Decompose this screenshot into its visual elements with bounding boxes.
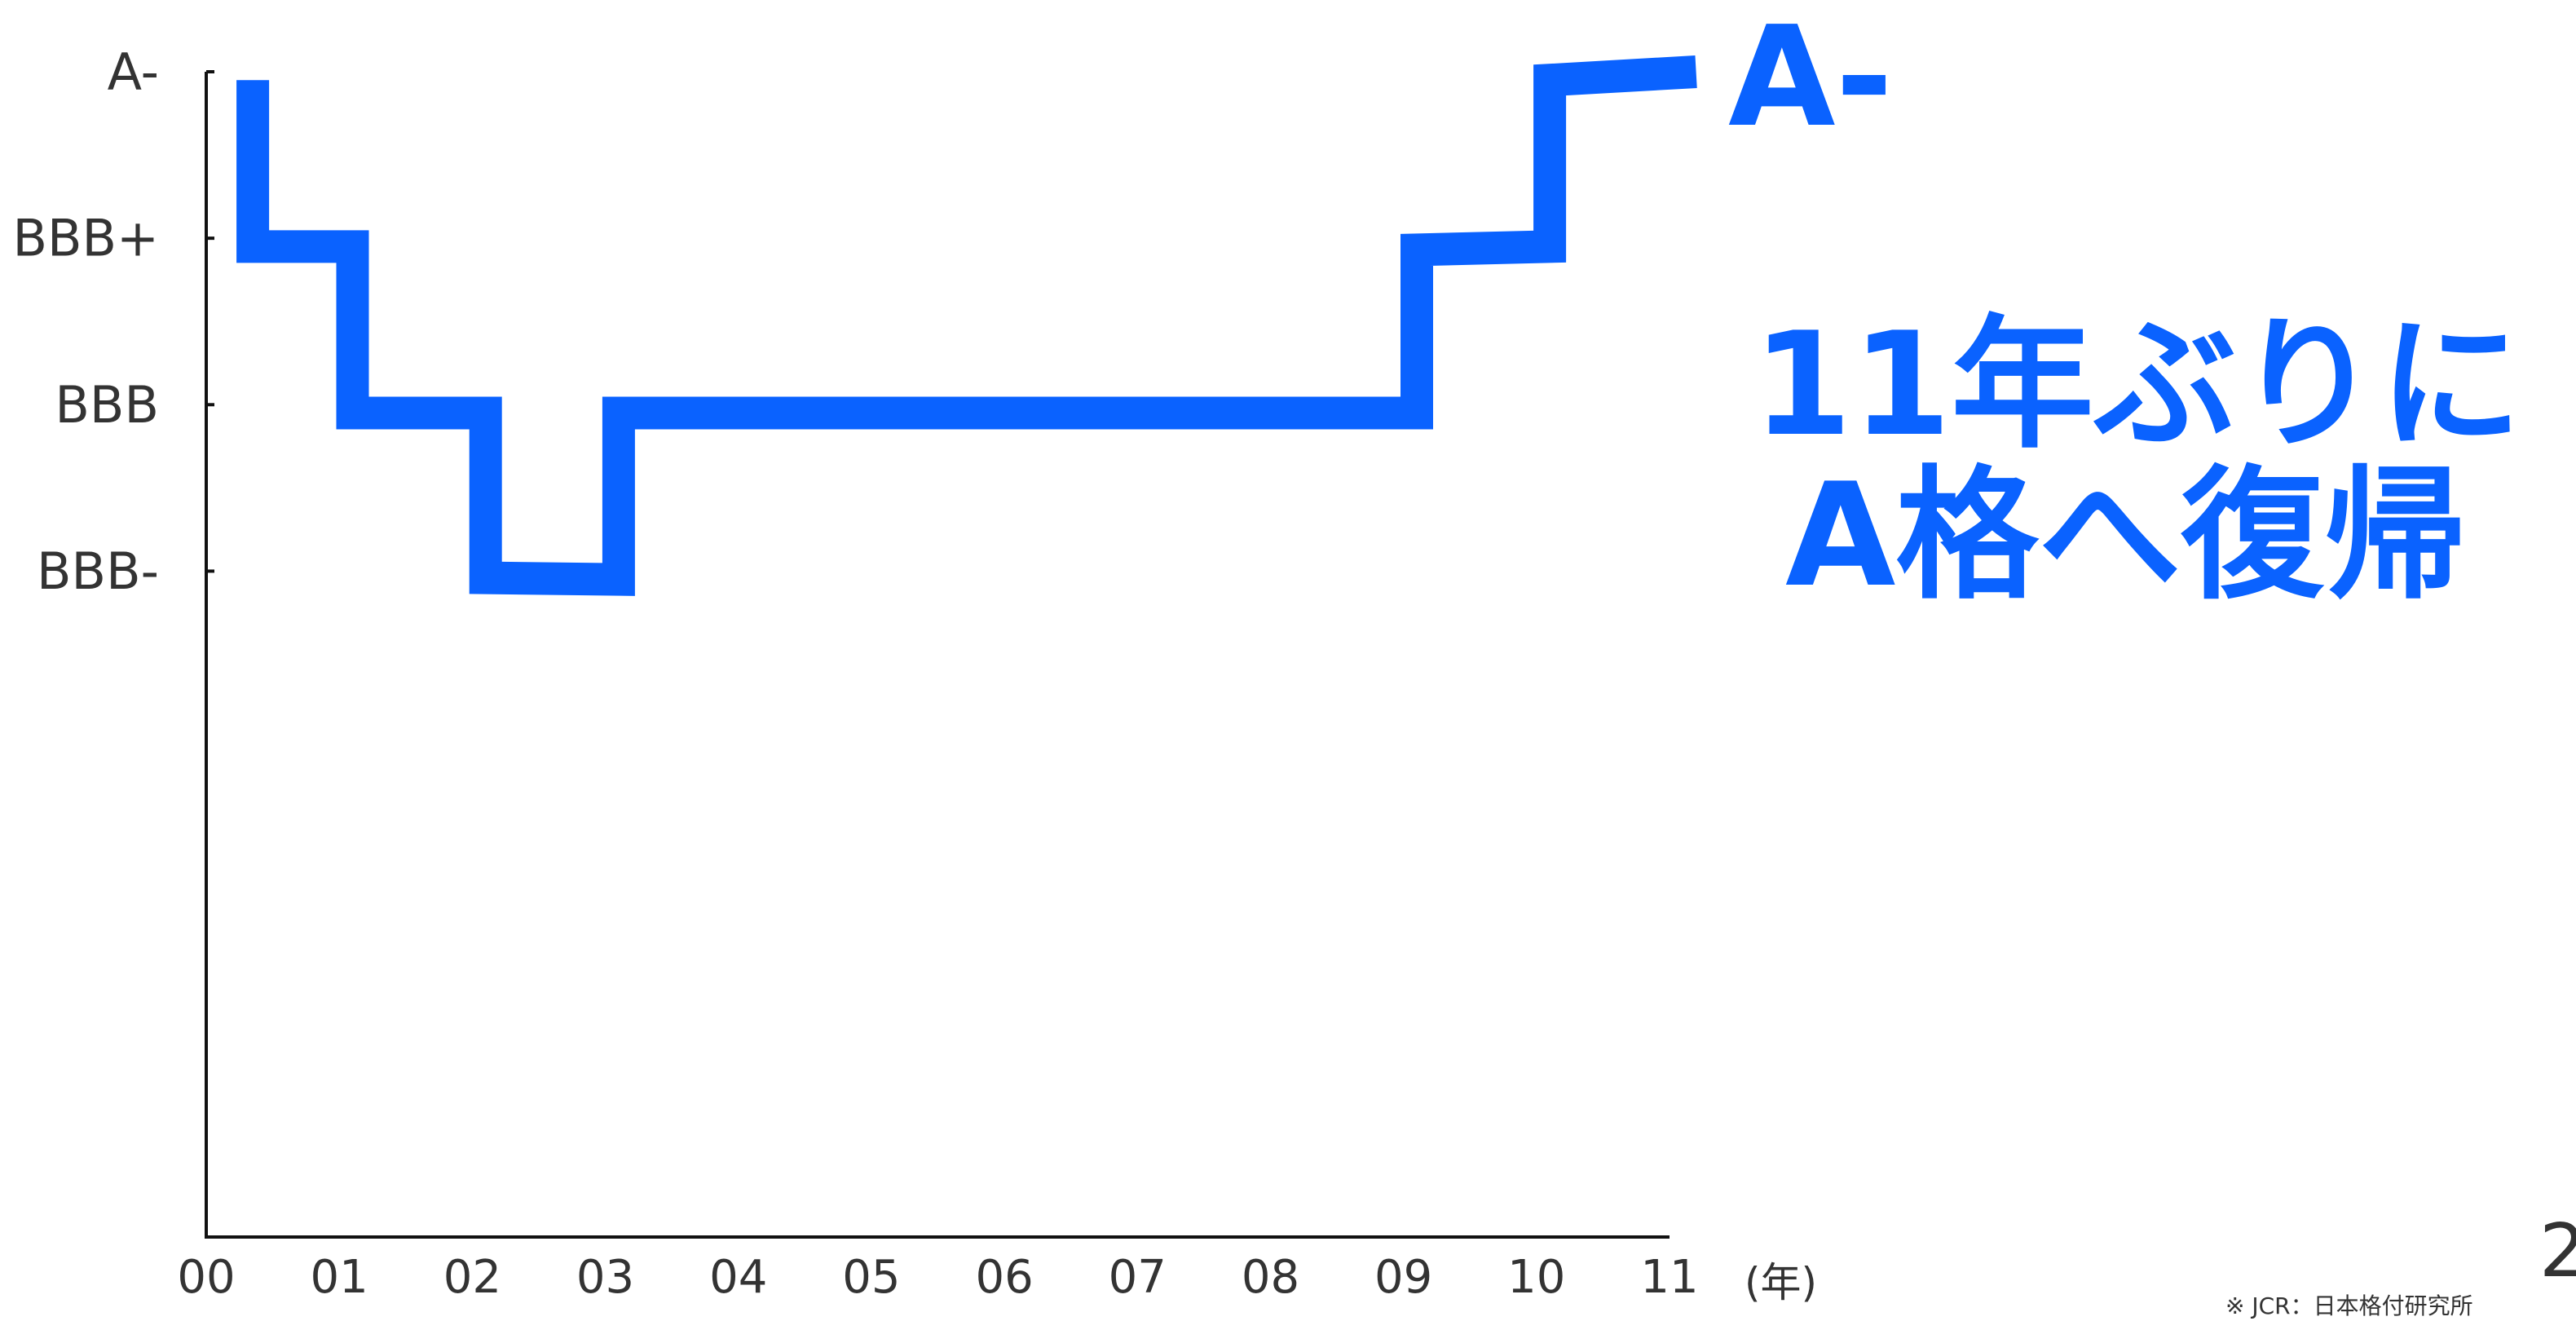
x-tick-label: 04 xyxy=(709,1251,767,1304)
x-tick-label: 02 xyxy=(443,1251,501,1304)
x-tick-label: 00 xyxy=(177,1251,235,1304)
x-tick-label: 06 xyxy=(975,1251,1033,1304)
y-tick-label: BBB+ xyxy=(12,209,159,268)
callout-rating-value: A- xyxy=(1728,0,1894,158)
rating-series-line xyxy=(236,55,1697,596)
y-tick-group: A- BBB+ BBB BBB- xyxy=(12,42,214,601)
x-tick-label: 10 xyxy=(1507,1251,1565,1304)
x-tick-label: 09 xyxy=(1374,1251,1432,1304)
x-tick-label: 05 xyxy=(842,1251,900,1304)
chart-axes xyxy=(205,72,1670,1239)
page-number: 2 xyxy=(2539,1208,2576,1294)
x-tick-label: 08 xyxy=(1242,1251,1299,1304)
source-note: ※ JCR：日本格付研究所 xyxy=(2225,1292,2473,1319)
x-tick-group: 00 01 02 03 04 05 06 07 08 09 10 11 xyxy=(177,1251,1698,1304)
y-tick-label: BBB- xyxy=(37,541,159,601)
x-axis-label: (年) xyxy=(1745,1259,1817,1306)
headline-line-1: 11年ぶりに xyxy=(1753,303,2522,468)
x-tick-label: 01 xyxy=(311,1251,368,1304)
x-tick-label: 11 xyxy=(1640,1251,1698,1304)
x-tick-label: 07 xyxy=(1109,1251,1167,1304)
y-tick-label: BBB xyxy=(55,375,159,435)
headline-line-2: A格へ復帰 xyxy=(1785,453,2467,619)
x-tick-label: 03 xyxy=(576,1251,634,1304)
y-tick-label: A- xyxy=(108,42,159,102)
